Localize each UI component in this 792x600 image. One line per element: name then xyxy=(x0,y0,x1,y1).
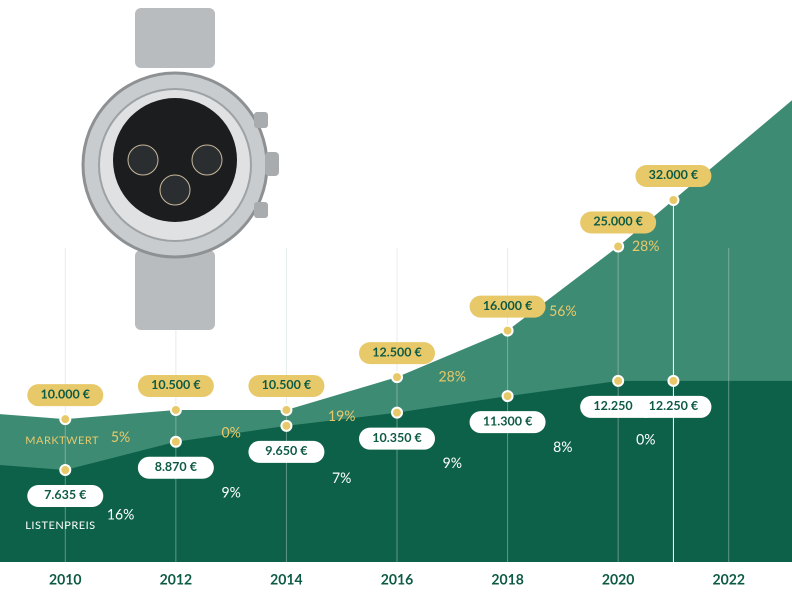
change-label: 9% xyxy=(221,483,240,500)
change-label: 28% xyxy=(632,237,659,254)
legend-label: LISTENPREIS xyxy=(25,519,95,532)
point xyxy=(59,413,72,426)
value-label: 12.250 € xyxy=(649,398,699,413)
x-tick-label: 2022 xyxy=(712,571,744,588)
value-label: 10.500 € xyxy=(151,377,201,392)
area xyxy=(0,380,792,562)
change-label: 7% xyxy=(332,469,351,486)
value-label: 11.300 € xyxy=(483,413,533,428)
point xyxy=(169,403,182,416)
point xyxy=(612,240,625,253)
value-label-bg xyxy=(137,456,214,479)
value-label: 16.000 € xyxy=(483,298,533,313)
point xyxy=(501,390,514,403)
point xyxy=(501,324,514,337)
point xyxy=(169,435,182,448)
change-label: 16% xyxy=(107,505,134,522)
legend-label: MARKTWERT xyxy=(25,434,99,447)
point xyxy=(280,419,293,432)
value-label-bg xyxy=(635,165,712,187)
point xyxy=(280,403,293,416)
value-label: 10.000 € xyxy=(41,386,91,401)
value-label: 10.500 € xyxy=(262,377,312,392)
value-label-bg xyxy=(137,374,214,397)
value-label: 12.500 € xyxy=(372,344,422,359)
change-label: 9% xyxy=(443,454,462,471)
x-tick-label: 2020 xyxy=(602,571,634,588)
point xyxy=(391,406,403,419)
value-label: 9.650 € xyxy=(265,443,308,458)
x-tick-label: 2010 xyxy=(49,571,81,588)
value-label-bg xyxy=(248,374,325,397)
point xyxy=(667,374,680,387)
point xyxy=(59,464,72,476)
value-label-bg xyxy=(27,384,104,407)
change-label: 19% xyxy=(328,407,355,424)
x-tick-label: 2016 xyxy=(381,571,413,588)
value-label: 25.000 € xyxy=(593,214,643,229)
value-label: 8.870 € xyxy=(155,459,198,474)
value-label-bg xyxy=(27,485,104,507)
value-label-bg xyxy=(359,427,435,450)
point xyxy=(667,194,680,206)
value-label-bg xyxy=(248,440,325,463)
x-tick-label: 2014 xyxy=(270,571,302,588)
change-label: 56% xyxy=(549,302,576,319)
watch-image xyxy=(81,8,279,330)
change-label: 8% xyxy=(553,438,572,455)
change-label: 28% xyxy=(439,367,466,384)
value-label-bg xyxy=(469,295,546,318)
x-tick-label: 2018 xyxy=(491,571,523,588)
value-label: 10.350 € xyxy=(372,430,422,445)
value-label-bg xyxy=(635,395,712,418)
point xyxy=(612,374,625,387)
value-label-bg xyxy=(580,211,657,234)
value-label: 32.000 € xyxy=(649,167,699,182)
value-label-bg xyxy=(359,342,435,365)
change-label: 0% xyxy=(636,430,655,447)
change-label: 0% xyxy=(221,424,240,441)
x-tick-label: 2012 xyxy=(160,571,192,588)
point xyxy=(391,371,403,384)
axis-band xyxy=(0,562,792,600)
value-label: 12.250 € xyxy=(593,398,643,413)
value-label-bg xyxy=(469,411,546,434)
value-label: 7.635 € xyxy=(44,487,87,502)
change-label: 5% xyxy=(111,428,130,445)
